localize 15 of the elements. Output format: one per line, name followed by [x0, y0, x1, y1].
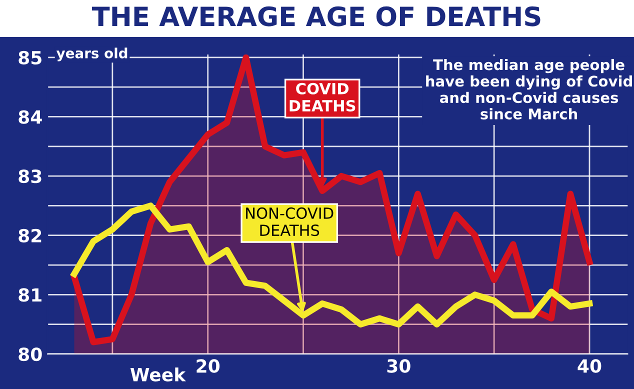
text: COVID DEATHS	[290, 82, 356, 112]
chart-title: THE AVERAGE AGE OF DEATHS	[92, 6, 540, 26]
y-tick-label: 85	[18, 50, 42, 65]
x-axis-title: Week	[130, 367, 186, 382]
y-tick-label: 82	[18, 228, 42, 242]
y-tick-label: 84	[18, 110, 42, 124]
y-tick-label: 81	[18, 288, 42, 302]
y-tick-label: 83	[18, 170, 42, 184]
annotation: The median age people have been dying of Covid and non-Covid causes since March	[426, 58, 632, 120]
series-label: NON-COVID DEATHS	[246, 207, 334, 236]
y-tick-label: 80	[18, 347, 42, 362]
x-tick-label: 40	[578, 359, 602, 373]
y-axis-title: years old	[56, 48, 128, 62]
x-tick-label: 20	[196, 359, 220, 373]
x-tick-label: 30	[387, 359, 410, 373]
